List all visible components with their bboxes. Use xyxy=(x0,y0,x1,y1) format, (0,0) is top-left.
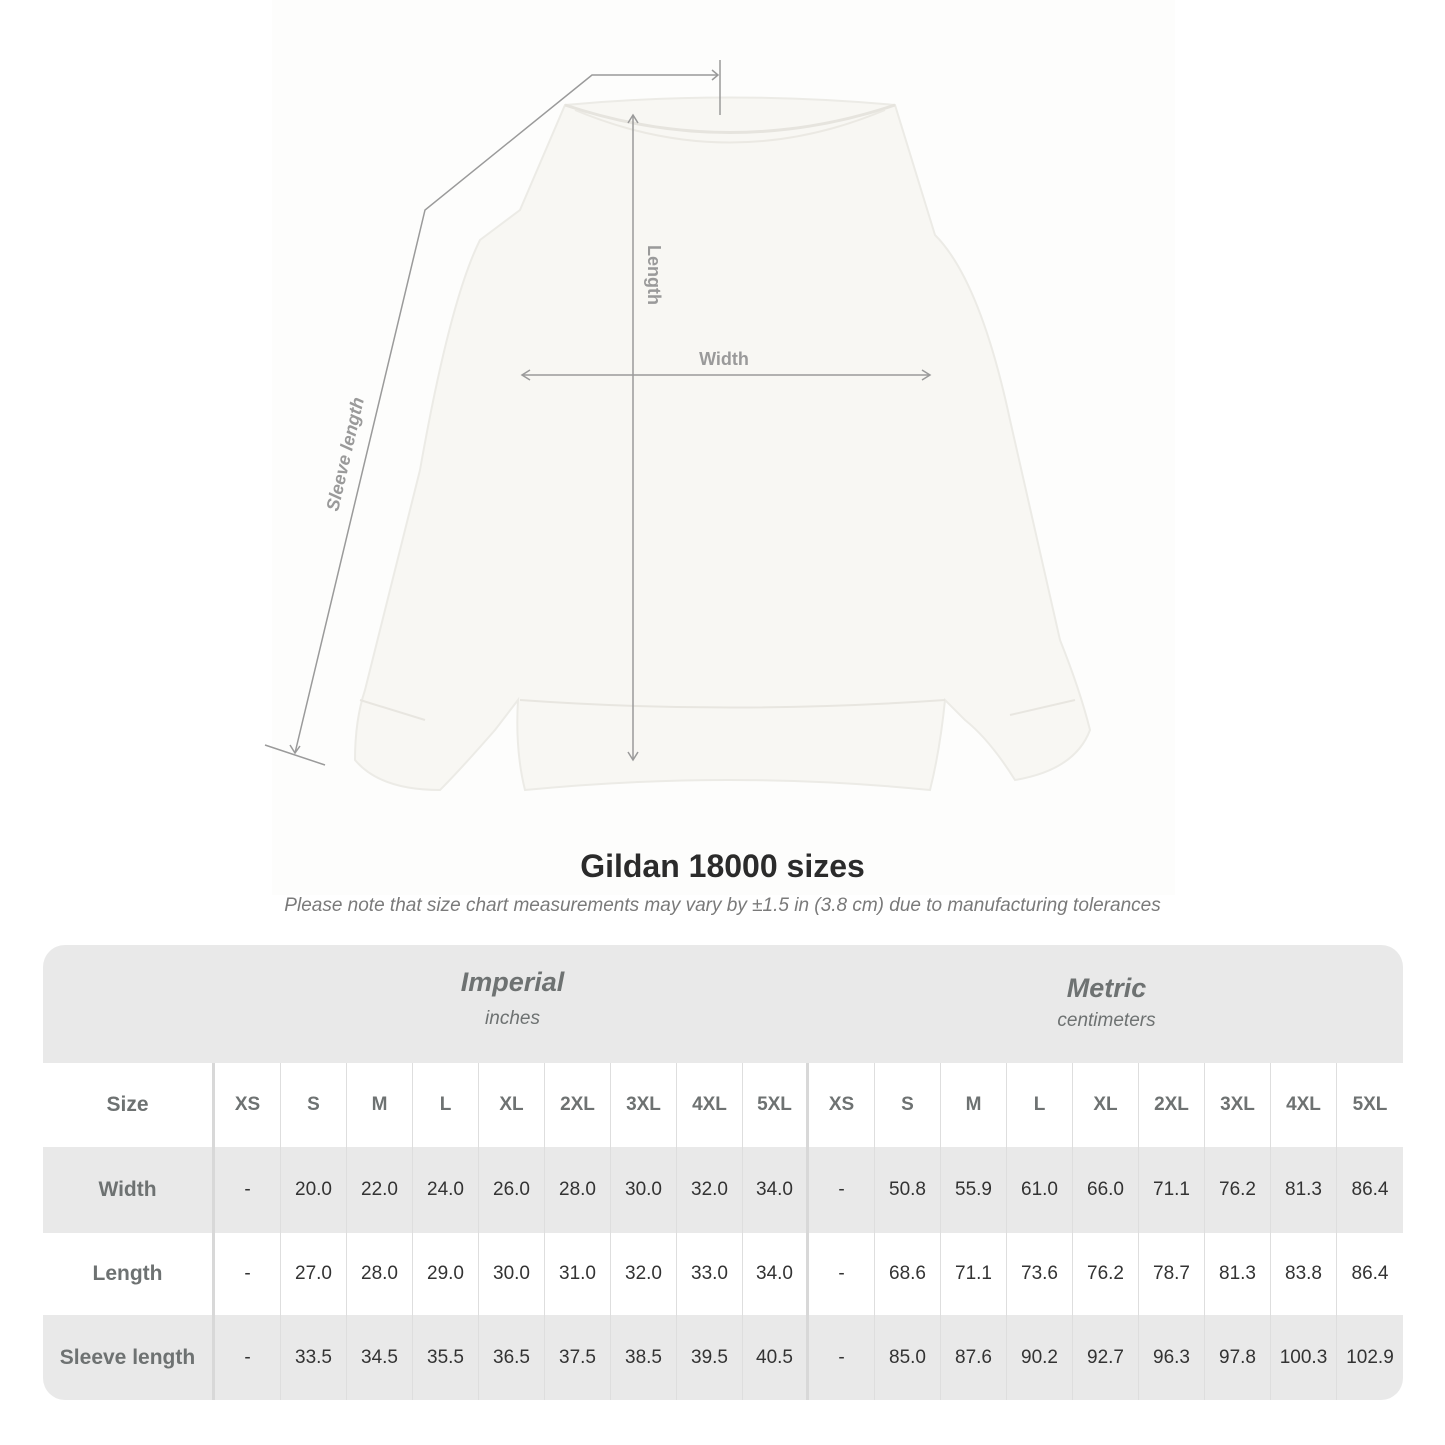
row-label: Width xyxy=(43,1147,215,1233)
table-cell: 40.5 xyxy=(743,1315,809,1400)
table-cell: 33.5 xyxy=(281,1315,347,1400)
table-cell: 36.5 xyxy=(479,1315,545,1400)
table-cell: 86.4 xyxy=(1351,1263,1389,1284)
table-cell: 30.0 xyxy=(479,1233,545,1315)
size-header-cell: 4XL xyxy=(1271,1063,1337,1147)
imperial-title: Imperial xyxy=(460,967,565,997)
table-cell: 76.2 xyxy=(1205,1147,1271,1233)
measure-lines xyxy=(264,60,932,766)
size-header-cell: 2XL xyxy=(545,1063,611,1147)
table-cell: 33.0 xyxy=(677,1233,743,1315)
tolerance-note: Please note that size chart measurements… xyxy=(284,895,1161,916)
table-cell: 90.2 xyxy=(1007,1315,1073,1400)
table-cell: 71.1 xyxy=(1139,1147,1205,1233)
table-cell: 76.2 xyxy=(1073,1233,1139,1315)
size-header-cell: 2XL xyxy=(1139,1063,1205,1147)
chart-title: Gildan 18000 sizes xyxy=(580,848,865,884)
metric-unit: centimeters xyxy=(1057,1010,1156,1031)
size-header-cell: 3XL xyxy=(1205,1063,1271,1147)
table-cell: 22.0 xyxy=(347,1147,413,1233)
table-cell: - xyxy=(215,1147,281,1233)
table-cell: 28.0 xyxy=(347,1233,413,1315)
table-cell: 92.7 xyxy=(1073,1315,1139,1400)
table-cell: 78.7 xyxy=(1139,1233,1205,1315)
table-cell: - xyxy=(809,1315,875,1400)
sweatshirt-diagram: Length Width Sleeve length xyxy=(264,60,1092,792)
size-header-cell: S xyxy=(281,1063,347,1147)
table-cell: 50.8 xyxy=(875,1147,941,1233)
table-cell: 37.5 xyxy=(545,1315,611,1400)
width-label: Width xyxy=(699,349,749,369)
table-cell: 61.0 xyxy=(1007,1147,1073,1233)
row-label: Sleeve length xyxy=(43,1315,215,1400)
table-cell: 100.3 xyxy=(1271,1315,1337,1400)
row-label: Size xyxy=(43,1063,215,1147)
table-cell: 81.3 xyxy=(1205,1233,1271,1315)
size-header-cell: XL xyxy=(1073,1063,1139,1147)
table-cell: 71.1 xyxy=(941,1233,1007,1315)
size-table: Imperial inches Metric centimeters Size X… xyxy=(43,945,1403,1400)
table-cell: 27.0 xyxy=(281,1233,347,1315)
size-header-cell: 5XL xyxy=(743,1063,809,1147)
table-cell: 20.0 xyxy=(281,1147,347,1233)
table-cell: 81.3 xyxy=(1271,1147,1337,1233)
size-header-cell: M xyxy=(347,1063,413,1147)
size-header-cell: L xyxy=(413,1063,479,1147)
table-cell: 32.0 xyxy=(677,1147,743,1233)
size-header-cell: 5XL xyxy=(1352,1094,1388,1115)
size-header-cell: XS xyxy=(215,1063,281,1147)
length-label: Length xyxy=(644,245,664,305)
table-cell: 73.6 xyxy=(1007,1233,1073,1315)
size-header-cell: XL xyxy=(479,1063,545,1147)
table-cell: 66.0 xyxy=(1073,1147,1139,1233)
table-cell: - xyxy=(809,1233,875,1315)
table-cell: 30.0 xyxy=(611,1147,677,1233)
table-cell: 34.5 xyxy=(347,1315,413,1400)
table-header: Imperial inches Metric centimeters xyxy=(43,945,1403,1063)
size-header-cell: L xyxy=(1007,1063,1073,1147)
table-row: Length -27.0 28.0 29.0 30.0 31.0 32.0 33.0 34.0-… xyxy=(43,1233,1403,1315)
table-cell: 96.3 xyxy=(1139,1315,1205,1400)
table-cell: 55.9 xyxy=(941,1147,1007,1233)
imperial-unit: inches xyxy=(485,1008,540,1029)
table-cell: 83.8 xyxy=(1271,1233,1337,1315)
table-cell: 85.0 xyxy=(875,1315,941,1400)
table-cell: 28.0 xyxy=(545,1147,611,1233)
table-cell: - xyxy=(809,1147,875,1233)
table-cell: 34.0 xyxy=(743,1147,809,1233)
table-cell: 87.6 xyxy=(941,1315,1007,1400)
size-header-cell: S xyxy=(875,1063,941,1147)
table-cell: 26.0 xyxy=(479,1147,545,1233)
size-header-cell: 4XL xyxy=(677,1063,743,1147)
table-cell: 32.0 xyxy=(611,1233,677,1315)
table-cell: 102.9 xyxy=(1346,1346,1394,1368)
table-cell: 24.0 xyxy=(413,1147,479,1233)
table-row: Sleeve length -33.5 34.5 35.5 36.5 37.5 38.5 39… xyxy=(43,1315,1403,1400)
table-cell: - xyxy=(215,1233,281,1315)
metric-header: Metric centimeters xyxy=(810,973,1403,1032)
row-label: Length xyxy=(43,1233,215,1315)
size-header-cell: 3XL xyxy=(611,1063,677,1147)
table-cell: 68.6 xyxy=(875,1233,941,1315)
size-header-cell: XS xyxy=(809,1063,875,1147)
table-cell: 97.8 xyxy=(1205,1315,1271,1400)
table-row: Width -20.0 22.0 24.0 26.0 28.0 30.0 32.0 34.0-5… xyxy=(43,1147,1403,1233)
metric-title: Metric xyxy=(1066,973,1147,1003)
table-cell: 86.4 xyxy=(1351,1179,1389,1200)
table-cell: - xyxy=(215,1315,281,1400)
table-cell: 34.0 xyxy=(743,1233,809,1315)
table-cell: 29.0 xyxy=(413,1233,479,1315)
size-header-cell: M xyxy=(941,1063,1007,1147)
table-cell: 31.0 xyxy=(545,1233,611,1315)
table-cell: 38.5 xyxy=(611,1315,677,1400)
size-row: Size XS S M L XL 2XL 3XL 4XL 5XL XS S M L XL 2XL 3XL 4XL 5… xyxy=(43,1063,1403,1147)
table-cell: 39.5 xyxy=(677,1315,743,1400)
imperial-header: Imperial inches xyxy=(215,967,810,1030)
sweatshirt-image xyxy=(353,96,1092,792)
table-cell: 35.5 xyxy=(413,1315,479,1400)
